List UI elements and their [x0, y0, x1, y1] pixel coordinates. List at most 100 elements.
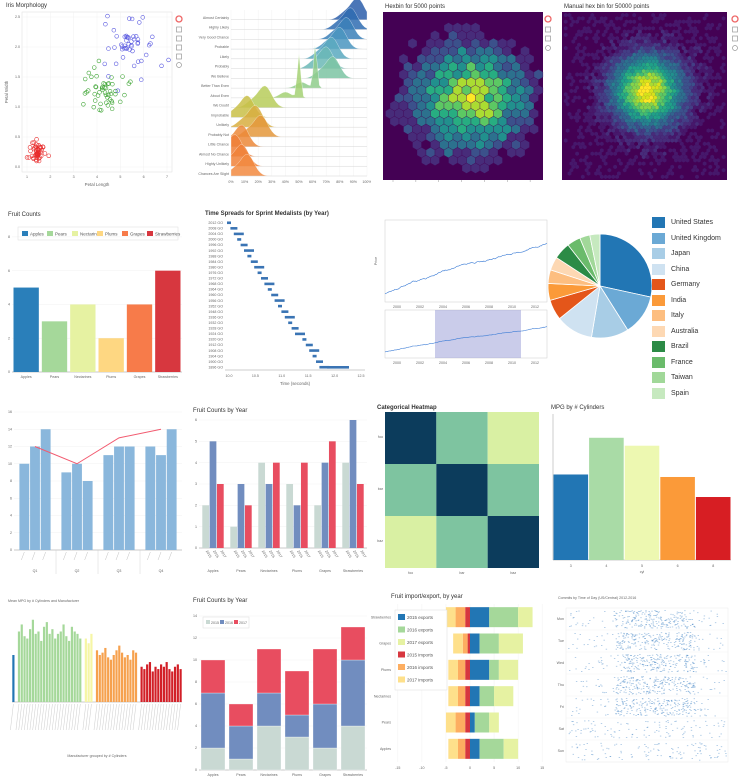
bokeh-logo-icon[interactable] [731, 15, 739, 23]
hex-bin [687, 115, 692, 120]
commit-mark [634, 617, 636, 618]
y-tick-label: 1936 GO [208, 315, 223, 319]
hex-bin [567, 111, 572, 117]
reset-tool-icon[interactable] [176, 62, 182, 68]
commit-mark [691, 636, 693, 637]
hex-bin [658, 52, 663, 57]
bar [286, 484, 294, 548]
hex-bin [653, 154, 657, 160]
commit-mark [580, 732, 582, 734]
commit-mark [684, 636, 686, 638]
commit-mark [681, 644, 683, 645]
hex-bin [622, 135, 627, 140]
y-tick-label: 1980 GO [208, 265, 223, 269]
y-tick-label: 1920 GO [208, 338, 223, 342]
box-zoom-icon[interactable] [176, 35, 182, 42]
stacked-bar [445, 607, 456, 628]
category-tick [107, 703, 112, 731]
pan-tool-icon[interactable] [545, 26, 551, 33]
bokeh-logo-icon[interactable] [544, 15, 552, 23]
commit-mark [630, 655, 632, 656]
commit-mark [623, 715, 625, 717]
hex-bin [679, 42, 684, 47]
commit-mark [614, 731, 616, 733]
commit-mark [666, 700, 668, 701]
commit-mark [687, 671, 689, 673]
commit-mark [642, 665, 645, 667]
reset-tool-icon[interactable] [545, 45, 551, 51]
hex-bin [651, 92, 656, 97]
hex-bin [668, 115, 673, 120]
wheel-zoom-icon[interactable] [732, 35, 738, 42]
wheel-zoom-icon[interactable] [176, 44, 182, 51]
save-tool-icon[interactable] [176, 53, 182, 60]
commit-mark [656, 714, 659, 715]
hex-bin [617, 105, 621, 110]
hex-bin [620, 111, 625, 117]
fruit-counts-chart: Fruit Counts02468ApplesApplesPearsPearsN… [8, 212, 182, 379]
hex-bin [647, 59, 652, 64]
commit-mark [650, 669, 652, 671]
wheel-zoom-icon[interactable] [545, 35, 551, 42]
stacked-bar [256, 692, 282, 727]
commit-mark [626, 704, 628, 706]
commit-mark [615, 699, 617, 701]
commit-mark [643, 660, 645, 661]
hex-bin [584, 75, 589, 80]
commit-mark [686, 627, 688, 629]
bar [101, 652, 104, 702]
reset-tool-icon[interactable] [732, 45, 738, 51]
commit-mark [580, 691, 582, 693]
commit-mark [585, 680, 588, 682]
commit-mark [689, 670, 691, 672]
hex-bin [630, 69, 635, 74]
ridge-label: Almost No Chance [199, 152, 229, 156]
commit-mark [648, 611, 650, 612]
hex-bin [670, 39, 675, 44]
chart-title: Fruit import/export, by year [391, 594, 463, 600]
category-tick [160, 703, 165, 731]
hex-bin [664, 55, 669, 61]
commit-mark [676, 613, 678, 615]
commit-mark [658, 686, 660, 687]
heat-cell [487, 516, 539, 568]
bokeh-logo-icon[interactable] [175, 15, 183, 23]
commit-mark [635, 710, 638, 712]
bar [112, 655, 115, 702]
commit-mark [638, 708, 640, 709]
hex-bin [660, 121, 665, 127]
hex-bin [689, 39, 694, 44]
commit-mark [661, 620, 663, 622]
hex-bin [651, 98, 656, 104]
bar [126, 655, 129, 702]
hex-bin [617, 111, 621, 117]
hex-bin [619, 128, 623, 133]
bar [209, 441, 217, 548]
hex-bin [582, 78, 587, 84]
hex-bin [609, 52, 614, 57]
hex-bin [655, 92, 659, 97]
hex-bin [651, 151, 656, 156]
hex-bin [670, 111, 675, 117]
commit-mark [662, 665, 665, 666]
category-tick [15, 703, 20, 731]
hex-bin [647, 65, 652, 71]
commit-mark [604, 611, 606, 612]
hex-bin [626, 62, 631, 67]
commit-mark [644, 661, 646, 662]
stacked-bar [503, 738, 519, 759]
chart-title: Commits by Time of Day (US/Central) 2012… [558, 596, 636, 600]
hex-bin [676, 95, 680, 100]
commit-mark [615, 665, 618, 667]
stacked-bar [479, 686, 495, 707]
commit-mark [653, 641, 656, 643]
hex-bin [651, 78, 656, 84]
pan-tool-icon[interactable] [732, 26, 738, 33]
hex-bin [653, 121, 657, 127]
hex-bin [592, 121, 597, 127]
hex-bin [407, 38, 418, 49]
x-tick-label: 2008 [485, 305, 493, 309]
hex-bin [624, 59, 629, 64]
hex-bin [655, 105, 659, 110]
pan-tool-icon[interactable] [176, 26, 182, 33]
